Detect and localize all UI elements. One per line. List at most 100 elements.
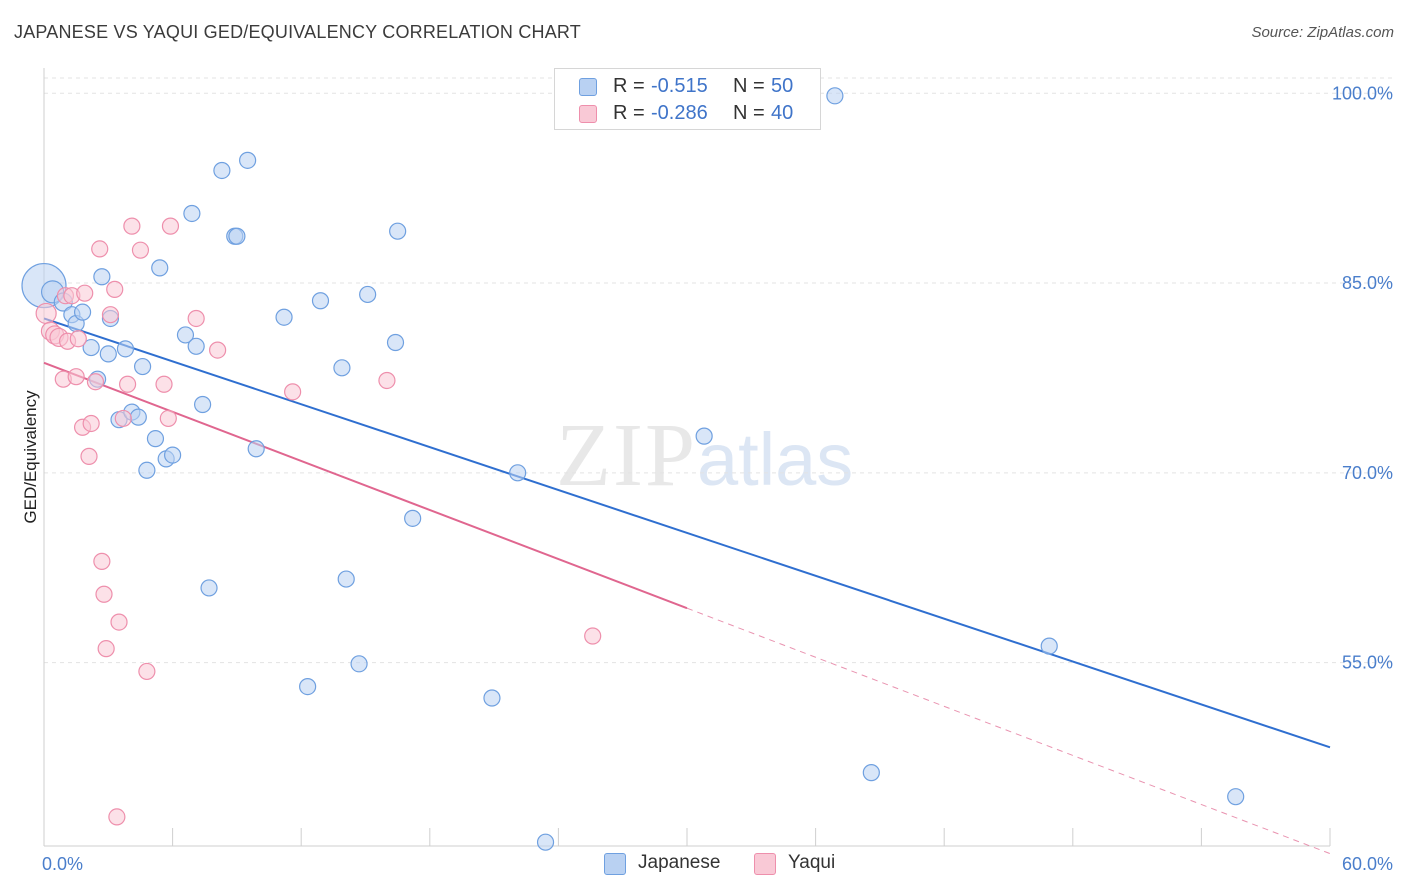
point-yaqui: [284, 383, 302, 401]
point-japanese: [337, 570, 355, 588]
source-label[interactable]: Source: ZipAtlas.com: [1251, 24, 1394, 41]
point-yaqui: [138, 662, 156, 681]
point-yaqui: [123, 217, 141, 235]
y-tick-label: 85.0%: [1342, 273, 1393, 293]
point-yaqui: [110, 613, 128, 631]
point-japanese: [247, 440, 265, 458]
point-japanese: [299, 678, 317, 696]
trend-line-yaqui: [43, 361, 688, 610]
series-legend: Japanese Yaqui: [0, 852, 1406, 878]
point-japanese: [129, 408, 147, 426]
point-japanese: [404, 509, 422, 527]
point-japanese: [1040, 637, 1058, 655]
point-japanese: [183, 204, 201, 223]
axes: [43, 68, 1331, 847]
chart-title: JAPANESE VS YAQUI GED/EQUIVALENCY CORREL…: [14, 22, 582, 42]
point-japanese: [826, 87, 844, 105]
point-yaqui: [67, 368, 85, 386]
legend-row-yaqui: R = -0.286 N = 40: [555, 100, 820, 128]
point-yaqui: [159, 409, 177, 428]
point-yaqui: [155, 375, 173, 393]
x-tick-label-max: 60.0%: [1342, 854, 1393, 874]
point-japanese: [862, 764, 880, 782]
point-japanese: [386, 333, 405, 352]
point-japanese: [133, 357, 152, 376]
axis-labels: 55.0% 70.0% 85.0% 100.0% 0.0% 60.0% GED/Equiva…: [21, 83, 1393, 874]
point-yaqui: [131, 241, 150, 259]
point-japanese: [194, 395, 212, 414]
point-yaqui: [209, 341, 227, 359]
point-yaqui: [80, 447, 98, 465]
point-yaqui: [161, 217, 180, 235]
watermark-atlas: atlas: [697, 418, 854, 501]
point-japanese: [1227, 788, 1245, 806]
point-japanese: [350, 655, 368, 673]
point-japanese: [483, 689, 501, 707]
point-japanese: [176, 326, 195, 344]
legend-swatch-yaqui: [754, 853, 776, 875]
point-yaqui: [82, 414, 100, 433]
point-japanese: [99, 345, 117, 363]
point-japanese: [536, 833, 555, 851]
point-yaqui: [584, 627, 602, 645]
point-japanese: [228, 227, 246, 245]
point-japanese: [333, 359, 351, 377]
y-tick-label: 55.0%: [1342, 653, 1393, 673]
point-yaqui: [35, 302, 57, 325]
point-yaqui: [187, 309, 205, 328]
legend-row-japanese: R = -0.515 N = 50: [555, 73, 820, 101]
point-japanese: [275, 308, 293, 326]
point-japanese: [311, 292, 330, 310]
legend-r-value: -0.515: [651, 75, 708, 97]
point-japanese: [73, 303, 92, 321]
trend-lines: [43, 317, 1331, 855]
point-japanese: [116, 340, 135, 358]
point-japanese: [200, 579, 218, 597]
point-yaqui: [93, 552, 111, 570]
data-points: [21, 87, 1245, 851]
point-yaqui: [118, 375, 137, 393]
watermark-zip: ZIP: [556, 406, 697, 505]
trend-line-japanese: [43, 317, 1331, 749]
point-yaqui: [86, 373, 105, 391]
legend-n-label: N =: [733, 75, 765, 97]
point-yaqui: [76, 284, 94, 302]
point-japanese: [164, 446, 182, 464]
trend-line-yaqui-extrapolated: [686, 607, 1331, 855]
point-yaqui: [378, 371, 396, 390]
legend-n-value: 40: [771, 102, 794, 124]
point-yaqui: [69, 330, 87, 348]
legend-r-label: R =: [613, 102, 645, 124]
point-yaqui: [97, 640, 115, 658]
legend-r-label: R =: [613, 75, 645, 97]
y-tick-label: 100.0%: [1332, 83, 1393, 103]
point-japanese: [359, 285, 377, 304]
legend-swatch-japanese: [604, 853, 626, 875]
point-japanese: [138, 461, 156, 479]
point-yaqui: [106, 280, 124, 298]
point-yaqui: [95, 585, 113, 603]
y-tick-label: 70.0%: [1342, 463, 1393, 483]
point-japanese: [82, 338, 100, 357]
legend-r-value: -0.286: [651, 102, 708, 124]
point-japanese: [389, 222, 407, 240]
stats-legend: R = -0.515 N = 50 R = -0.286 N = 40: [554, 68, 821, 130]
legend-label-yaqui: Yaqui: [788, 852, 836, 873]
point-yaqui: [91, 240, 109, 258]
point-japanese: [146, 430, 165, 448]
legend-swatch-yaqui: [579, 105, 597, 123]
point-yaqui: [101, 306, 120, 324]
point-yaqui: [114, 409, 132, 428]
point-japanese: [213, 161, 231, 180]
point-japanese: [93, 268, 111, 286]
watermark: ZIPatlas: [556, 404, 853, 507]
legend-n-label: N =: [733, 102, 765, 124]
point-japanese: [151, 259, 169, 277]
point-japanese: [187, 337, 205, 355]
point-japanese: [695, 427, 713, 445]
legend-n-value: 50: [771, 75, 794, 97]
point-japanese: [239, 151, 257, 169]
point-yaqui: [108, 808, 126, 826]
point-japanese: [509, 464, 527, 482]
